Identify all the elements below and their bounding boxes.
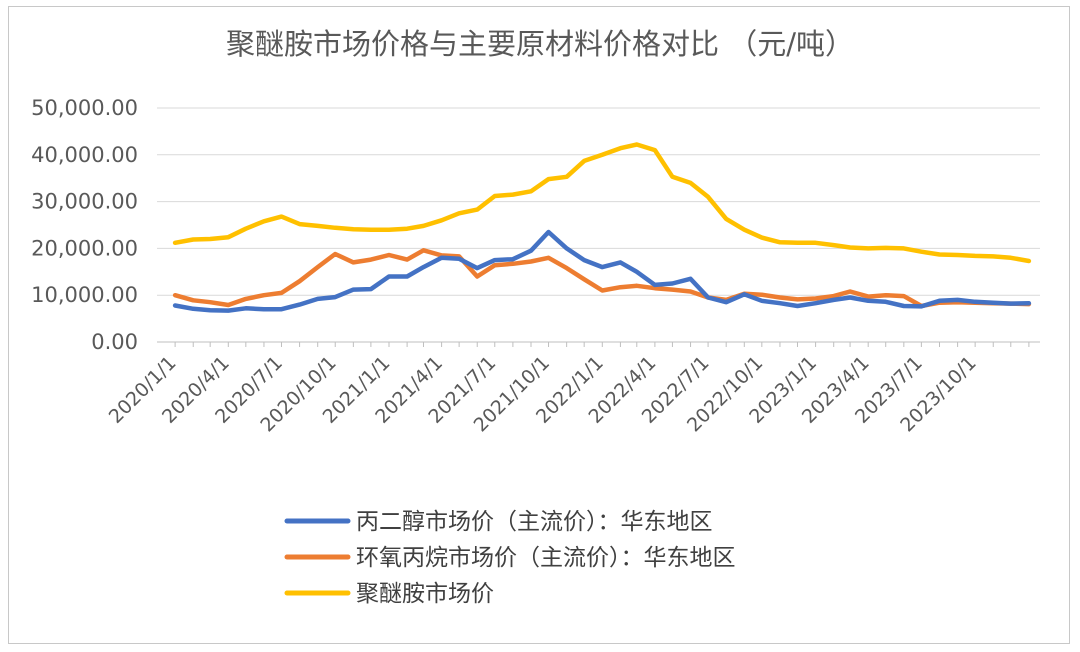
y-tick-label: 30,000.00	[31, 190, 138, 214]
y-tick-label: 40,000.00	[31, 143, 138, 167]
y-axis: 0.00 10,000.00 20,000.00 30,000.00 40,000.00…	[31, 96, 138, 354]
y-tick-label: 20,000.00	[31, 236, 138, 260]
y-tick-label: 10,000.00	[31, 283, 138, 307]
series-line-2	[172, 142, 1032, 264]
legend-label: 聚醚胺市场价	[356, 581, 494, 607]
series-line-0	[172, 229, 1032, 313]
legend-label: 丙二醇市场价（主流价）：华东地区	[356, 509, 713, 535]
y-tick-label: 0.00	[91, 330, 138, 354]
legend-label: 环氧丙烷市场价（主流价）：华东地区	[356, 545, 736, 571]
x-axis: 2020/1/12020/4/12020/7/12020/10/12021/1/…	[105, 341, 1040, 436]
chart-frame	[8, 6, 1070, 644]
y-tick-label: 50,000.00	[31, 96, 138, 120]
series-line-1	[172, 248, 1032, 309]
chart-title: 聚醚胺市场价格与主要原材料价格对比 （元/吨）	[226, 27, 854, 61]
series-lines	[172, 142, 1032, 313]
